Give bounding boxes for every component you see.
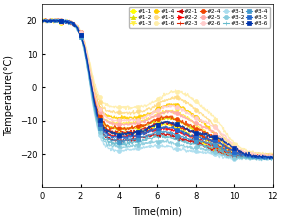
- Y-axis label: Temperature(°C): Temperature(°C): [4, 55, 14, 136]
- X-axis label: Time(min): Time(min): [132, 207, 182, 217]
- Legend: #1-1, #1-2, #1-3, #1-4, #1-5, #1-6, #2-1, #2-2, #2-3, #2-4, #2-5, #2-6, #3-1, #3: #1-1, #1-2, #1-3, #1-4, #1-5, #1-6, #2-1…: [129, 7, 270, 28]
